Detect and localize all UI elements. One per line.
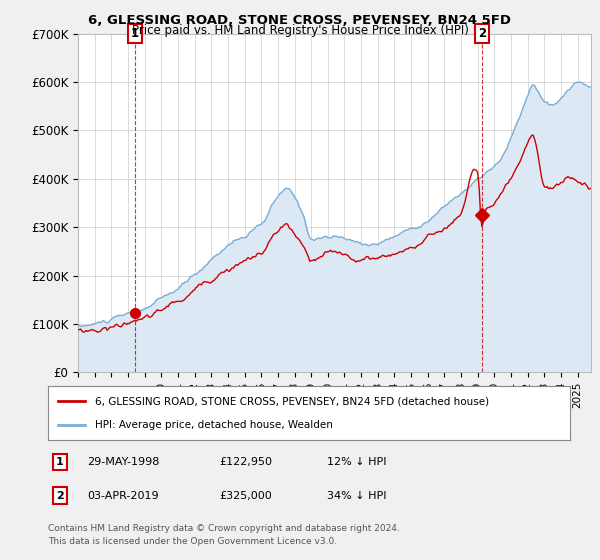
Text: 29-MAY-1998: 29-MAY-1998 [87,457,160,467]
Text: HPI: Average price, detached house, Wealden: HPI: Average price, detached house, Weal… [95,419,333,430]
Text: Contains HM Land Registry data © Crown copyright and database right 2024.: Contains HM Land Registry data © Crown c… [48,524,400,533]
Text: £122,950: £122,950 [219,457,272,467]
Text: 6, GLESSING ROAD, STONE CROSS, PEVENSEY, BN24 5FD (detached house): 6, GLESSING ROAD, STONE CROSS, PEVENSEY,… [95,396,489,407]
Text: 34% ↓ HPI: 34% ↓ HPI [327,491,386,501]
Text: Price paid vs. HM Land Registry's House Price Index (HPI): Price paid vs. HM Land Registry's House … [131,24,469,36]
Text: 1: 1 [56,457,64,467]
Text: £325,000: £325,000 [219,491,272,501]
Text: 1: 1 [131,27,139,40]
Text: 12% ↓ HPI: 12% ↓ HPI [327,457,386,467]
Text: 2: 2 [56,491,64,501]
Text: 2: 2 [478,27,486,40]
Text: 6, GLESSING ROAD, STONE CROSS, PEVENSEY, BN24 5FD: 6, GLESSING ROAD, STONE CROSS, PEVENSEY,… [89,14,511,27]
Text: This data is licensed under the Open Government Licence v3.0.: This data is licensed under the Open Gov… [48,537,337,546]
Text: 03-APR-2019: 03-APR-2019 [87,491,158,501]
